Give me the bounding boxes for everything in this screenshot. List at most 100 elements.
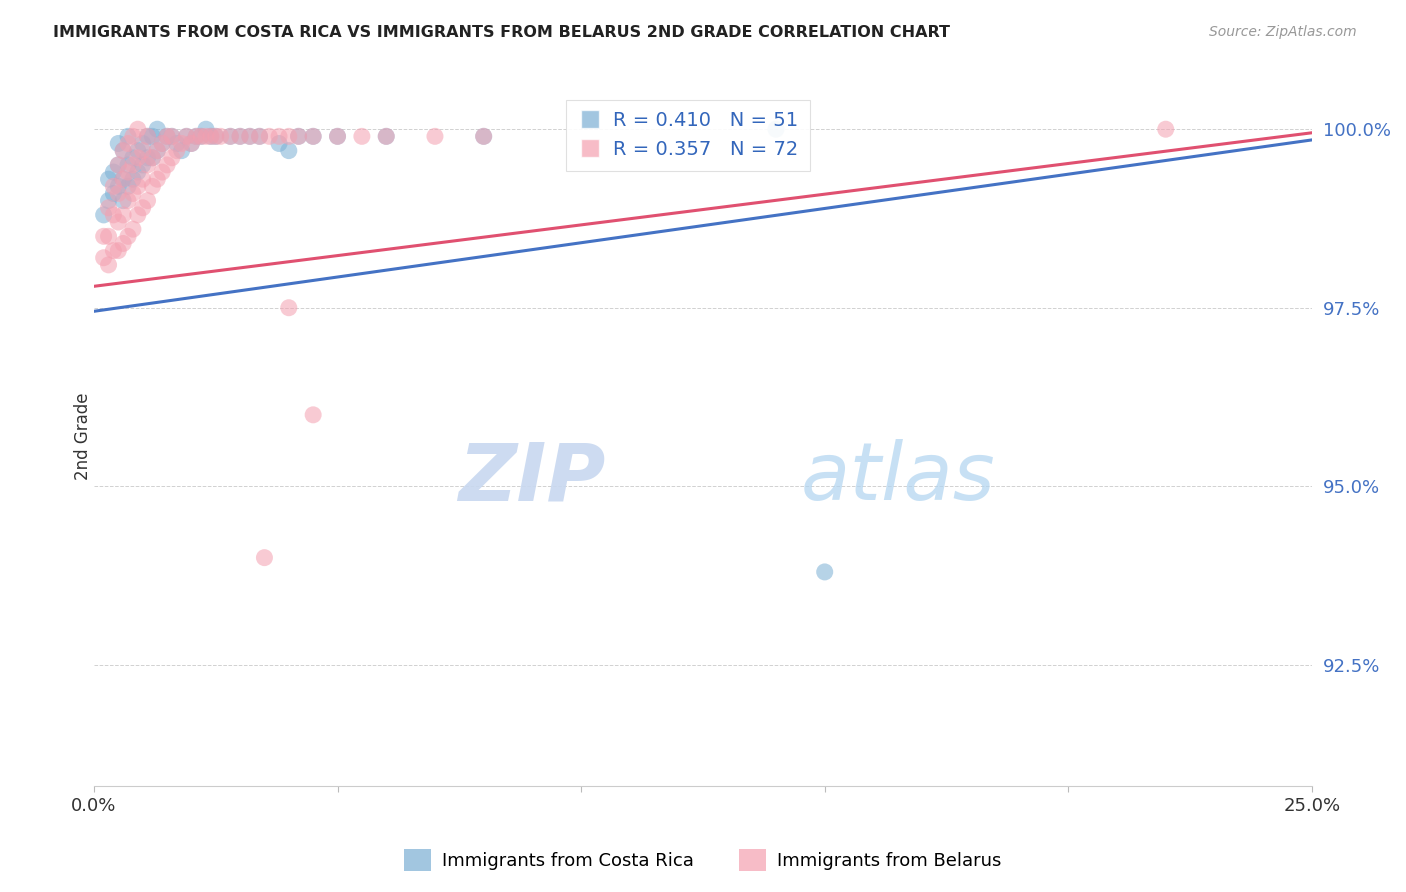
Point: [93, 229, 115, 244]
Point: [107, 244, 129, 258]
Point: [302, 129, 325, 144]
Point: [176, 129, 198, 144]
Point: [117, 136, 139, 151]
Point: [97, 172, 120, 186]
Point: [239, 129, 262, 144]
Point: [166, 144, 188, 158]
Text: atlas: atlas: [800, 439, 995, 517]
Point: [107, 215, 129, 229]
Point: [107, 136, 129, 151]
Point: [200, 129, 222, 144]
Point: [156, 129, 179, 144]
Point: [200, 129, 222, 144]
Point: [350, 129, 373, 144]
Point: [249, 129, 271, 144]
Point: [239, 129, 262, 144]
Point: [219, 129, 242, 144]
Point: [160, 129, 183, 144]
Point: [112, 172, 135, 186]
Point: [375, 129, 398, 144]
Point: [127, 144, 149, 158]
Point: [472, 129, 495, 144]
Point: [146, 122, 169, 136]
Point: [267, 136, 290, 151]
Point: [112, 208, 135, 222]
Point: [107, 158, 129, 172]
Point: [122, 158, 145, 172]
Point: [117, 158, 139, 172]
Point: [287, 129, 309, 144]
Point: [112, 172, 135, 186]
Point: [127, 208, 149, 222]
Point: [122, 172, 145, 186]
Point: [150, 136, 173, 151]
Point: [141, 151, 163, 165]
Point: [122, 186, 145, 201]
Legend: R = 0.410   N = 51, R = 0.357   N = 72: R = 0.410 N = 51, R = 0.357 N = 72: [567, 100, 810, 170]
Point: [375, 129, 398, 144]
Point: [195, 122, 218, 136]
Point: [204, 129, 226, 144]
Point: [176, 129, 198, 144]
Point: [141, 151, 163, 165]
Point: [186, 129, 208, 144]
Point: [93, 251, 115, 265]
Point: [103, 179, 125, 194]
Point: [195, 129, 218, 144]
Point: [765, 122, 787, 136]
Point: [93, 208, 115, 222]
Point: [103, 165, 125, 179]
Point: [287, 129, 309, 144]
Point: [127, 179, 149, 194]
Point: [122, 129, 145, 144]
Point: [209, 129, 232, 144]
Point: [136, 129, 159, 144]
Point: [112, 144, 135, 158]
Point: [277, 129, 299, 144]
Point: [180, 136, 202, 151]
Point: [136, 151, 159, 165]
Point: [127, 122, 149, 136]
Point: [259, 129, 281, 144]
Point: [277, 144, 299, 158]
Point: [249, 129, 271, 144]
Point: [103, 208, 125, 222]
Point: [146, 144, 169, 158]
Point: [156, 129, 179, 144]
Point: [131, 136, 153, 151]
Point: [131, 144, 153, 158]
Point: [122, 151, 145, 165]
Point: [107, 158, 129, 172]
Point: [97, 201, 120, 215]
Point: [103, 186, 125, 201]
Point: [326, 129, 349, 144]
Point: [302, 408, 325, 422]
Point: [814, 565, 837, 579]
Point: [302, 129, 325, 144]
Point: [326, 129, 349, 144]
Point: [117, 179, 139, 194]
Point: [107, 179, 129, 194]
Point: [156, 158, 179, 172]
Point: [127, 165, 149, 179]
Text: ZIP: ZIP: [458, 439, 606, 517]
Point: [127, 151, 149, 165]
Point: [190, 129, 212, 144]
Point: [141, 129, 163, 144]
Point: [136, 194, 159, 208]
Point: [117, 129, 139, 144]
Point: [131, 172, 153, 186]
Text: Source: ZipAtlas.com: Source: ZipAtlas.com: [1209, 25, 1357, 39]
Point: [112, 144, 135, 158]
Point: [180, 136, 202, 151]
Point: [141, 179, 163, 194]
Text: IMMIGRANTS FROM COSTA RICA VS IMMIGRANTS FROM BELARUS 2ND GRADE CORRELATION CHAR: IMMIGRANTS FROM COSTA RICA VS IMMIGRANTS…: [53, 25, 950, 40]
Y-axis label: 2nd Grade: 2nd Grade: [75, 392, 91, 480]
Point: [146, 172, 169, 186]
Point: [146, 144, 169, 158]
Point: [267, 129, 290, 144]
Point: [253, 550, 276, 565]
Point: [97, 258, 120, 272]
Point: [150, 165, 173, 179]
Point: [112, 236, 135, 251]
